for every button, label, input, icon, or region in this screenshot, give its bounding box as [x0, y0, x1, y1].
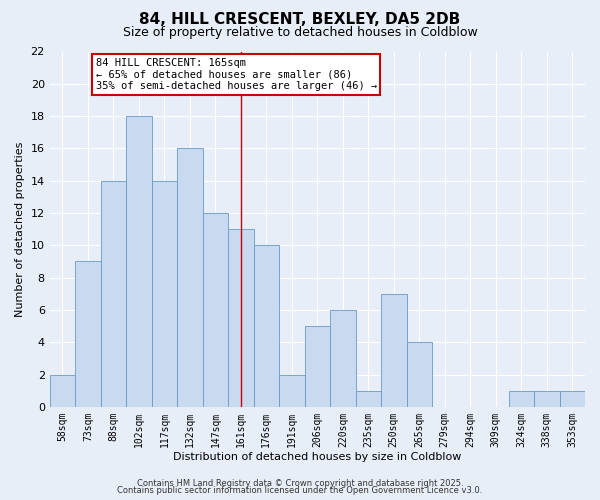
- Bar: [305, 326, 330, 407]
- Bar: [356, 390, 381, 407]
- Bar: [228, 229, 254, 407]
- Text: Contains public sector information licensed under the Open Government Licence v3: Contains public sector information licen…: [118, 486, 482, 495]
- Text: Contains HM Land Registry data © Crown copyright and database right 2025.: Contains HM Land Registry data © Crown c…: [137, 478, 463, 488]
- Bar: [177, 148, 203, 407]
- Text: 84 HILL CRESCENT: 165sqm
← 65% of detached houses are smaller (86)
35% of semi-d: 84 HILL CRESCENT: 165sqm ← 65% of detach…: [95, 58, 377, 91]
- Bar: [203, 213, 228, 407]
- Bar: [101, 180, 126, 407]
- Bar: [509, 390, 534, 407]
- Bar: [50, 374, 75, 407]
- Bar: [330, 310, 356, 407]
- Bar: [75, 262, 101, 407]
- Bar: [381, 294, 407, 407]
- Bar: [254, 246, 279, 407]
- Text: Size of property relative to detached houses in Coldblow: Size of property relative to detached ho…: [122, 26, 478, 39]
- Y-axis label: Number of detached properties: Number of detached properties: [15, 142, 25, 317]
- Bar: [560, 390, 585, 407]
- X-axis label: Distribution of detached houses by size in Coldblow: Distribution of detached houses by size …: [173, 452, 461, 462]
- Bar: [534, 390, 560, 407]
- Text: 84, HILL CRESCENT, BEXLEY, DA5 2DB: 84, HILL CRESCENT, BEXLEY, DA5 2DB: [139, 12, 461, 28]
- Bar: [126, 116, 152, 407]
- Bar: [152, 180, 177, 407]
- Bar: [279, 374, 305, 407]
- Bar: [407, 342, 432, 407]
